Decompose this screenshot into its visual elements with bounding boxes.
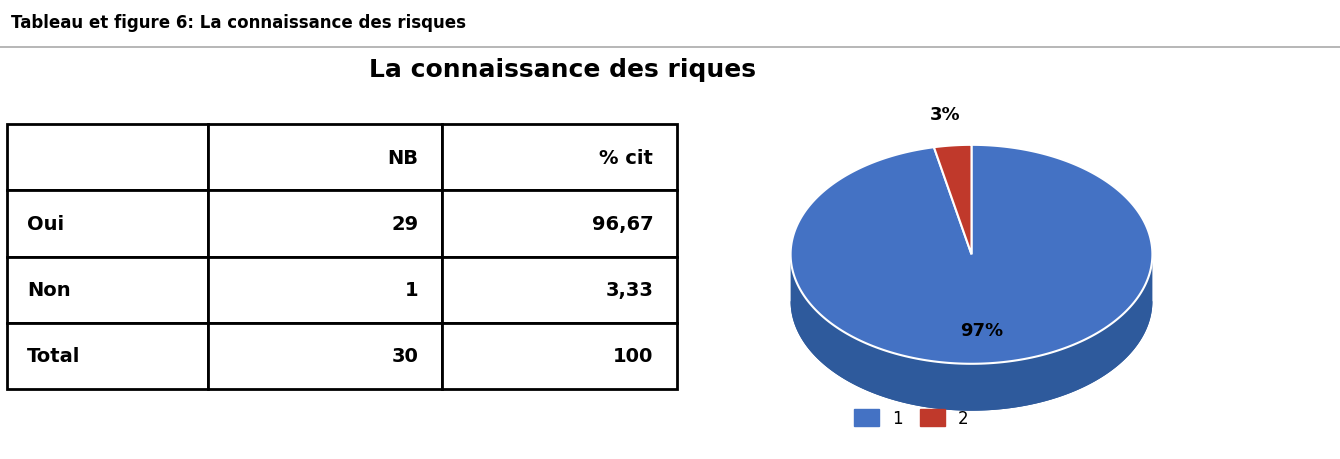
Polygon shape: [791, 302, 1152, 411]
Polygon shape: [791, 146, 1152, 364]
Text: 97%: 97%: [961, 321, 1004, 339]
Polygon shape: [791, 256, 1152, 411]
Polygon shape: [934, 146, 971, 255]
Text: Tableau et figure 6: La connaissance des risques: Tableau et figure 6: La connaissance des…: [11, 14, 466, 32]
Text: La connaissance des riques: La connaissance des riques: [370, 57, 756, 81]
Text: 3%: 3%: [930, 106, 961, 124]
Legend: 1, 2: 1, 2: [847, 402, 976, 434]
